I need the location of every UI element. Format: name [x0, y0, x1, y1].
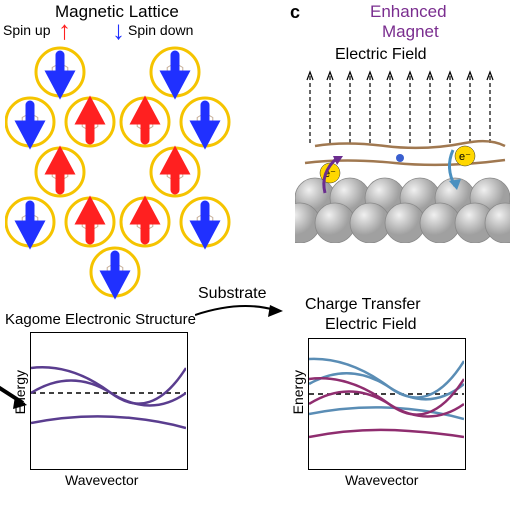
substrate-svg: e⁻e⁻: [295, 68, 510, 243]
right-band-plot: [308, 338, 466, 470]
energy-label-right: Energy: [290, 370, 306, 414]
kagome-lattice: [5, 42, 265, 267]
energy-label-left: Energy: [12, 370, 28, 414]
kagome-structure-title: Kagome Electronic Structure: [5, 311, 196, 328]
left-band-plot: [30, 332, 188, 470]
panel-c-label: c: [290, 2, 300, 23]
electric-field-title2: Electric Field: [325, 316, 417, 334]
svg-text:e⁻: e⁻: [459, 151, 471, 163]
wavevector-label-right: Wavevector: [345, 472, 418, 488]
spin-up-label: Spin up: [3, 22, 50, 38]
electric-field-label: Electric Field: [335, 46, 427, 64]
magnet-title: Magnet: [382, 22, 439, 42]
spin-down-label: Spin down: [128, 22, 193, 38]
kagome-svg: [5, 42, 265, 302]
left-band-svg: [31, 333, 186, 468]
substrate-arrow: [195, 300, 290, 325]
substrate-diagram: e⁻e⁻: [295, 68, 510, 243]
right-band-svg: [309, 339, 464, 468]
charge-transfer-title: Charge Transfer: [305, 296, 421, 314]
enhanced-title: Enhanced: [370, 2, 447, 22]
wavevector-label-left: Wavevector: [65, 472, 138, 488]
